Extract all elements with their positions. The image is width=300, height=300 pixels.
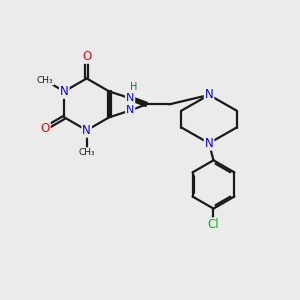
Text: O: O xyxy=(40,122,50,135)
Text: O: O xyxy=(82,50,91,63)
Text: N: N xyxy=(60,85,69,98)
Text: CH₃: CH₃ xyxy=(37,76,53,85)
Text: N: N xyxy=(205,88,213,101)
Text: H: H xyxy=(130,82,137,92)
Text: N: N xyxy=(126,93,134,103)
Text: CH₃: CH₃ xyxy=(78,148,95,157)
Text: N: N xyxy=(82,124,91,137)
Text: N: N xyxy=(126,106,134,116)
Text: N: N xyxy=(205,137,213,150)
Text: Cl: Cl xyxy=(208,218,219,231)
